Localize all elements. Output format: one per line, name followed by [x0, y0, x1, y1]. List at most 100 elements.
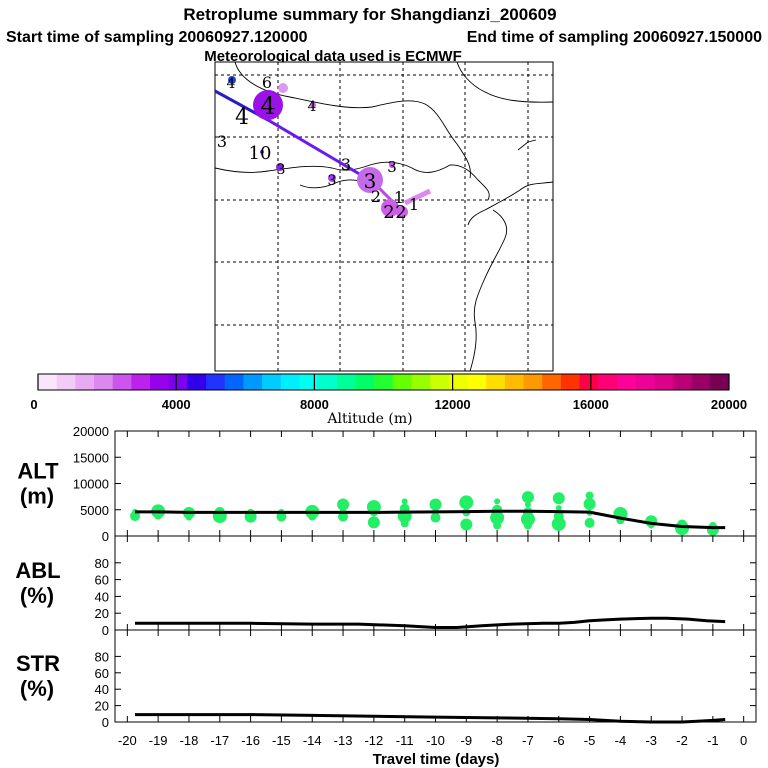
x-tick-label: -9 [461, 733, 473, 748]
colorbar-swatch [392, 374, 413, 390]
altitude-scatter-point [675, 521, 690, 536]
altitude-scatter-point [459, 495, 474, 510]
coastlines [215, 62, 553, 371]
x-tick-label: 0 [740, 733, 747, 748]
x-tick-label: -14 [303, 733, 322, 748]
altitude-scatter-point [494, 498, 501, 505]
colorbar-swatch [635, 374, 655, 390]
x-tick-label: -6 [553, 733, 565, 748]
colorbar-swatch [411, 374, 431, 390]
colorbar-swatch [75, 374, 95, 390]
x-tick-label: -1 [707, 733, 719, 748]
altitude-scatter-point [520, 512, 535, 527]
altitude-scatter-point [524, 501, 531, 508]
panel-ylabel: ALT [17, 459, 59, 484]
plume-cloud [310, 102, 316, 108]
colorbar-swatch [206, 374, 226, 390]
y-tick-label: 5000 [80, 503, 109, 518]
map-time-marker: 3 [387, 158, 397, 176]
y-tick-label: 60 [95, 666, 109, 681]
plume-cloud [276, 163, 284, 171]
altitude-scatter-point [338, 511, 349, 522]
x-tick-label: -5 [584, 733, 596, 748]
map-time-marker: 2 [371, 187, 381, 206]
colorbar-swatch [616, 374, 637, 390]
map-time-marker: 2 [395, 202, 406, 223]
altitude-scatter-point [493, 521, 502, 530]
altitude-scatter-point [584, 517, 595, 528]
colorbar-swatch [467, 374, 487, 390]
y-tick-label: 20000 [73, 424, 109, 439]
met-data-label: Meteorological data used is ECMWF [204, 48, 462, 65]
colorbar-swatch [542, 374, 562, 390]
x-tick-label: -20 [118, 733, 137, 748]
plume-clusters [228, 76, 408, 218]
altitude-scatter-point [551, 516, 566, 531]
x-tick-label: -15 [272, 733, 291, 748]
colorbar-tick-label: 8000 [300, 397, 329, 412]
y-tick-label: 80 [95, 649, 109, 664]
colorbar-swatch [243, 374, 263, 390]
y-tick-label: 0 [102, 529, 109, 544]
colorbar-swatch [691, 374, 711, 390]
x-tick-label: -10 [426, 733, 445, 748]
y-tick-label: 40 [95, 589, 109, 604]
map-time-marker: 3 [217, 132, 227, 151]
altitude-scatter-point [276, 511, 287, 522]
y-tick-label: 40 [95, 682, 109, 697]
colorbar-swatch [355, 374, 375, 390]
altitude-scatter-point [523, 521, 532, 530]
plume-cloud [396, 206, 408, 218]
altitude-scatter-point [460, 518, 473, 531]
x-tick-label: -19 [149, 733, 168, 748]
colorbar-swatch [710, 374, 730, 390]
altitude-scatter-point [401, 498, 408, 505]
altitude-scatter-point [555, 505, 562, 512]
altitude-scatter-point [185, 514, 192, 521]
x-tick-label: -2 [676, 733, 688, 748]
altitude-scatter-point [521, 491, 534, 504]
x-tick-label: -18 [180, 733, 199, 748]
colorbar-swatch [131, 374, 151, 390]
colorbar-swatch [56, 374, 76, 390]
str-line [135, 713, 726, 724]
altitude-scatter-point [585, 491, 594, 500]
map-time-marker: 3 [364, 169, 377, 193]
colorbar-swatch [486, 374, 506, 390]
colorbar-swatch [598, 374, 618, 390]
plume-cloud [228, 76, 236, 84]
map-time-marker: 4 [260, 92, 275, 120]
colorbar-swatch [579, 374, 599, 390]
x-tick-label: -4 [615, 733, 627, 748]
colorbar-tick-label: 0 [30, 397, 37, 412]
panel-ylabel: (%) [20, 583, 54, 608]
colorbar-tick-label: 20000 [711, 397, 747, 412]
colorbar-swatch [38, 374, 58, 390]
altitude-scatter-point [367, 516, 380, 529]
altitude-scatter-point [706, 523, 719, 536]
altitude-colorbar: 0 4000 8000 12000 16000 20000 [30, 373, 747, 412]
start-time-label: Start time of sampling 20060927.120000 [6, 29, 308, 46]
plume-cloud [357, 167, 383, 193]
altitude-scatter-point [583, 497, 596, 510]
altitude-scatter-point [552, 492, 565, 505]
x-tick-label: -7 [522, 733, 534, 748]
map-time-marker: 3 [328, 173, 337, 189]
x-tick-label: -13 [334, 733, 353, 748]
map-time-marker: 2 [383, 202, 394, 223]
y-tick-label: 10000 [73, 477, 109, 492]
altitude-scatter-point [490, 510, 505, 525]
x-tick-label: -11 [396, 733, 414, 748]
map-time-marker: 3 [277, 162, 286, 178]
colorbar-swatch [168, 374, 188, 390]
colorbar-swatch [224, 374, 244, 390]
y-tick-label: 60 [95, 573, 109, 588]
x-tick-label: -16 [241, 733, 260, 748]
panel-ylabel: (m) [20, 484, 54, 509]
y-tick-label: 20 [95, 606, 109, 621]
plume-cloud [260, 150, 264, 154]
map-time-marker: 3 [341, 155, 351, 174]
plume-cloud [278, 83, 288, 93]
